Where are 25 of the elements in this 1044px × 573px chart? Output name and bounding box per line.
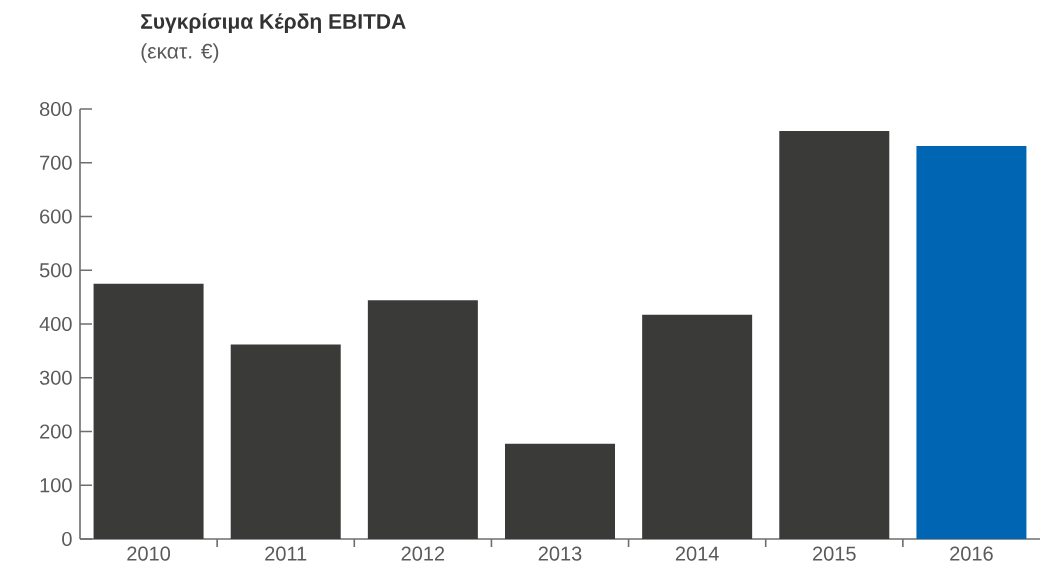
y-tick-label: 0 (62, 531, 72, 547)
bar (230, 344, 341, 539)
y-tick-label: 500 (39, 263, 72, 278)
y-tick-label: 100 (40, 478, 72, 493)
y-tick-label: 300 (39, 370, 72, 385)
bar (916, 146, 1027, 539)
y-tick-label: 800 (39, 101, 72, 117)
x-tick-label: 2015 (813, 546, 856, 561)
chart-title: Συγκρίσιμα Κέρδη EBITDA (141, 13, 406, 34)
y-tick-label: 700 (40, 155, 72, 170)
y-tick-label: 200 (40, 424, 72, 439)
bar (505, 443, 615, 539)
y-tick-label: 400 (39, 316, 72, 332)
x-tick-label: 2012 (401, 546, 445, 561)
x-tick-label: 2016 (950, 546, 993, 561)
x-tick-label: 2014 (675, 546, 719, 561)
bar (93, 283, 204, 539)
x-tick-label: 2011 (265, 546, 307, 561)
bar (367, 300, 478, 539)
bar (642, 314, 753, 539)
y-tick-label: 600 (40, 209, 72, 224)
x-tick-label: 2010 (127, 546, 171, 561)
chart-subtitle: (εκατ. €) (141, 43, 219, 63)
bar (779, 131, 890, 539)
x-tick-label: 2013 (538, 546, 582, 561)
